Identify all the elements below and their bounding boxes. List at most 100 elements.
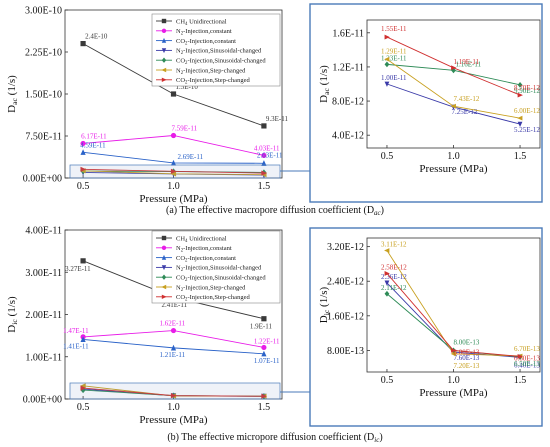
data-label: 4.59E-11 <box>80 141 106 149</box>
data-point <box>384 56 390 62</box>
y-axis-label: Dic (1/s) <box>318 286 331 323</box>
data-label: 7.60E-13 <box>454 354 480 362</box>
legend-item: CO2-Injection,constant <box>176 38 236 47</box>
x-tick-label: 1.5 <box>258 402 271 413</box>
x-tick-label: 0.5 <box>381 151 394 162</box>
data-label: 1.16E-11 <box>456 60 482 68</box>
y-tick-label: 2.40E-12 <box>327 277 364 288</box>
y-axis-label: Dac (1/s) <box>6 75 19 113</box>
legend-marker <box>161 284 167 290</box>
legend-item: N2-Injection,Step-changed <box>176 67 246 76</box>
data-point <box>517 121 523 128</box>
y-tick-label: 3.00E-10 <box>25 6 62 17</box>
zoom-frame <box>309 227 543 427</box>
data-point <box>80 385 87 391</box>
legend-item: N2-Injection,constant <box>176 245 232 254</box>
data-label: 3.11E-12 <box>381 241 407 249</box>
legend-marker <box>161 235 167 241</box>
data-label: 6.00E-12 <box>514 107 540 115</box>
legend-item: N2-Injection,constant <box>176 28 232 37</box>
data-label: 1.19E-11 <box>454 58 480 66</box>
legend-marker <box>161 48 167 54</box>
chart-a-zoom: 4.0E-12 8.0E-12 1.2E-11 1.6E-11 0.5 1.0 1.5 Pre… <box>309 3 543 203</box>
y-tick-label: 1.60E-12 <box>327 311 364 322</box>
data-point <box>517 92 523 98</box>
highlight-region <box>69 164 281 179</box>
data-point <box>451 67 456 74</box>
legend-marker <box>161 265 167 271</box>
data-label: 1.21E-11 <box>160 351 186 359</box>
legend-item: CO2-Injection,Sinusoidal-changed <box>176 275 266 284</box>
y-tick-label: 2.25E-10 <box>25 48 62 59</box>
data-point <box>450 351 456 357</box>
data-point <box>170 344 177 351</box>
y-tick-label: 0.00E+00 <box>23 174 62 185</box>
data-label: 2.63E-11 <box>257 151 283 159</box>
chart-a-main: 0.00E+00 7.50E-11 1.50E-10 2.25E-10 3.00E-10… <box>6 6 289 206</box>
legend-item: CO2-Injection,Step-changed <box>176 294 250 303</box>
data-point <box>170 159 177 166</box>
y-tick-label: 7.50E-11 <box>25 132 62 143</box>
data-point <box>384 271 390 276</box>
chart-b-zoom: 8.00E-13 1.60E-12 2.40E-12 3.20E-12 0.5 1.0 1.… <box>309 227 543 427</box>
caption-b: (b) The effective micropore diffusion co… <box>167 432 382 444</box>
zoom-connectors <box>69 164 310 400</box>
data-point <box>261 170 268 176</box>
data-label: 1.55E-11 <box>381 25 407 33</box>
x-tick-label: 1.5 <box>258 181 271 192</box>
data-label: 1.5E-10 <box>176 83 199 91</box>
data-label: 7.43E-12 <box>454 95 480 103</box>
chart-b-main: 0.00E+00 1.00E-11 2.00E-11 3.00E-11 4.00E-11… <box>6 226 283 426</box>
data-point <box>384 280 390 286</box>
legend-marker <box>161 294 167 299</box>
data-point <box>170 91 177 97</box>
data-label: 2.36E-12 <box>381 273 407 281</box>
y-axis-label: Dac (1/s) <box>318 65 331 103</box>
legend-item: N2-Injection,Step-changed <box>176 284 246 293</box>
y-tick-label: 3.00E-11 <box>25 268 62 279</box>
data-point <box>450 103 456 109</box>
data-point <box>451 347 457 353</box>
data-point <box>170 132 177 139</box>
data-label: 2.58E-12 <box>381 263 407 271</box>
data-point <box>170 168 177 174</box>
x-tick-label: 0.5 <box>77 181 90 192</box>
data-point <box>384 248 390 253</box>
data-point <box>170 327 177 334</box>
data-label: 9.3E-11 <box>266 115 289 123</box>
data-label: 7.59E-11 <box>172 124 198 132</box>
data-label: 7.20E-13 <box>454 362 480 370</box>
caption-a: (a) The effective macropore diffusion co… <box>166 205 384 217</box>
data-label: 6.17E-11 <box>81 132 107 140</box>
data-label: 2.11E-12 <box>381 284 407 292</box>
data-point <box>384 34 390 40</box>
y-tick-label: 0.00E+00 <box>23 395 62 406</box>
data-label: 1.00E-11 <box>381 74 407 82</box>
data-point <box>261 316 267 322</box>
y-tick-label: 4.00E-11 <box>25 226 62 237</box>
x-axis-label: Pressure (MPa) <box>139 193 207 205</box>
data-point <box>384 290 390 297</box>
data-point <box>79 383 86 389</box>
data-point <box>261 350 267 357</box>
x-tick-label: 1.0 <box>167 402 180 413</box>
data-label: 7.25E-12 <box>452 108 478 116</box>
data-point <box>261 393 268 399</box>
data-label: 1.07E-11 <box>254 357 280 365</box>
series-line <box>386 83 521 125</box>
data-point <box>384 81 390 87</box>
data-point <box>170 171 177 177</box>
data-label: 6.60E-13 <box>514 354 540 362</box>
data-point <box>80 166 87 172</box>
data-point <box>80 336 86 343</box>
legend-item: N2-Injection,Sinusoidal-changed <box>176 265 262 274</box>
x-axis-label: Pressure (MPa) <box>419 163 487 175</box>
data-label: 9.90E-12 <box>514 87 540 95</box>
data-label: 4.03E-11 <box>254 144 280 152</box>
data-point <box>80 258 86 264</box>
legend-marker <box>161 67 167 73</box>
x-tick-label: 0.5 <box>381 375 394 386</box>
data-label: 1.9E-11 <box>250 323 273 331</box>
data-point <box>517 354 523 359</box>
